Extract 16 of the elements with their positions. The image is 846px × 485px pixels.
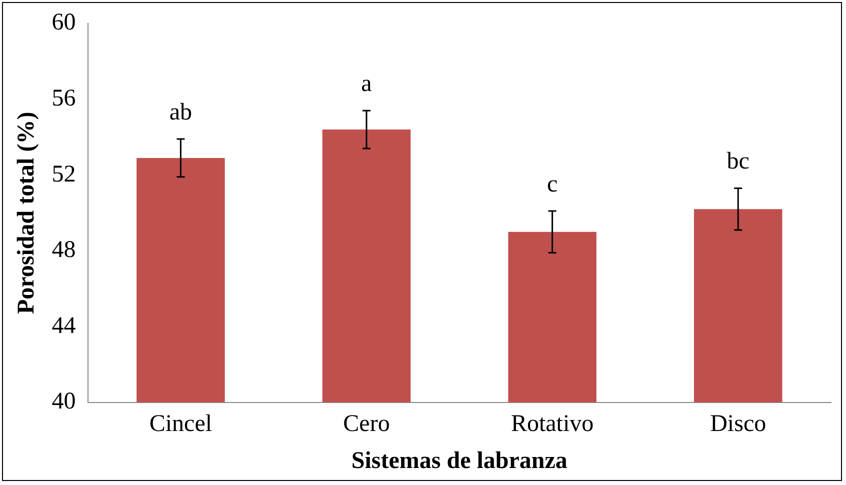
annotation: c [546,171,558,198]
y-axis-title: Porosidad total (%) [14,112,40,314]
annotation: a [361,70,372,97]
y-tick-label: 40 [52,388,76,415]
x-axis-title: Sistemas de labranza [351,448,568,474]
x-tick-label: Cincel [149,411,212,438]
annotation: ab [169,99,192,126]
y-tick-label: 56 [52,85,76,112]
annotation: bc [726,148,750,175]
y-tick-label: 52 [52,161,76,188]
y-tick-label: 48 [52,237,76,264]
x-tick-label: Cero [343,411,390,438]
y-tick-label: 44 [52,312,76,339]
y-tick-label: 60 [52,10,76,36]
x-tick-label: Disco [710,411,766,438]
x-tick-label: Rotativo [510,411,594,438]
